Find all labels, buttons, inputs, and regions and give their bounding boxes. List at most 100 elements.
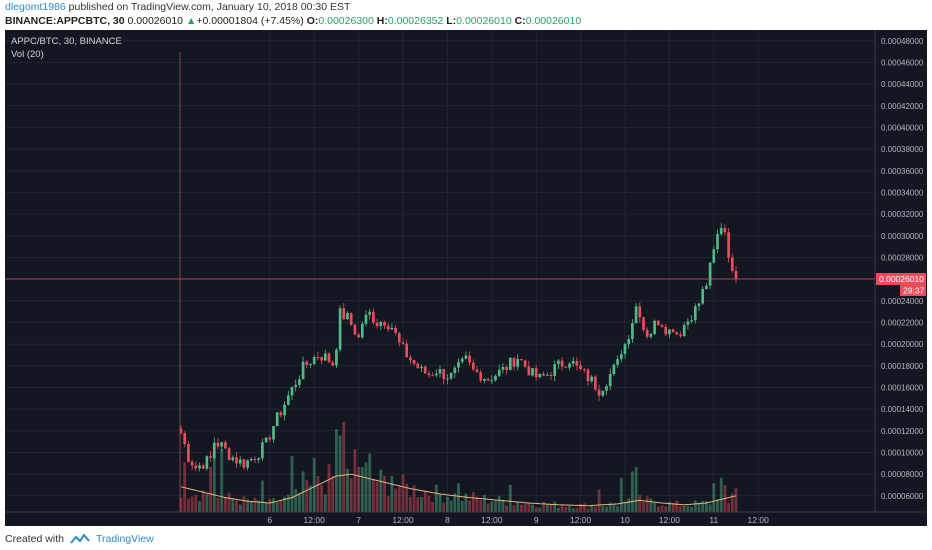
volume-bar [527,502,531,512]
volume-bar [708,504,712,512]
volume-bar [394,488,398,512]
candle-body [668,329,671,335]
y-tick-label: 0.00020000 [881,340,924,349]
y-tick-label: 0.00006000 [881,492,924,501]
volume-bar [257,500,261,512]
volume-bar [286,494,290,512]
open-label: O: [306,15,319,27]
volume-bar [275,502,279,512]
volume-bar [601,505,605,512]
close-label: C: [514,15,526,27]
x-axis-ticks[interactable]: 6 12:00 7 12:00 8 12:00 9 12:00 10 12:00 11 12:00 [267,515,769,525]
candle-body [412,360,416,364]
candle-body [649,333,653,337]
volume-bar [323,494,327,512]
candle-body [290,386,294,396]
candle-body [286,395,290,405]
y-tick-label: 0.00014000 [881,405,924,414]
volume-bar [442,502,446,512]
volume-bar [645,496,649,512]
candle-body [212,442,216,458]
volume-bar [597,489,601,512]
x-tick-label[interactable]: 12:00 [570,515,592,525]
candle-body [249,459,253,461]
x-tick-label[interactable]: 12:00 [748,515,770,525]
volume-bar [186,498,190,512]
y-axis-panel[interactable] [875,30,927,512]
candle-body [616,359,619,365]
volume-bar [353,449,357,512]
volume-bar [494,500,497,512]
author-link[interactable]: dlegomt1986 [5,1,66,13]
candle-body [712,249,716,263]
candle-body [549,374,553,377]
volume-bar [612,504,616,512]
candle-body [224,442,227,449]
y-tick-label: 0.00040000 [881,123,924,132]
volume-bar [379,469,383,512]
volume-bar [316,476,320,512]
volume-bar [320,484,324,512]
price-chart[interactable]: 0.00048000 0.00046000 0.00044000 0.00042000… [5,30,927,526]
candle-body [179,428,183,434]
price-change: +0.00001804 (+7.45%) [196,15,304,27]
candle-body [379,322,383,327]
volume-ma-line [180,473,737,507]
x-tick-label[interactable]: 11 [709,515,718,525]
volume-bar [294,489,298,512]
x-tick-label[interactable]: 9 [534,515,539,525]
volume-bar [471,492,475,512]
volume-bar [519,504,523,512]
volume-bar [190,496,194,512]
volume-bar [408,496,412,512]
candle-body [383,322,386,326]
volume-bar [586,508,590,512]
volume-bar [653,502,657,512]
volume-bar [623,501,627,512]
volume-bar [630,471,634,512]
candle-body [183,433,187,445]
candle-body [416,363,420,369]
volume-bar [608,502,612,512]
volume-bar [568,505,571,512]
x-tick-label[interactable]: 12:00 [659,515,681,525]
volume-bar [223,497,227,512]
price-tag-value: 0.00026010 [879,274,924,284]
x-tick-label[interactable]: 7 [356,515,361,525]
close-value: 0.00026010 [525,15,582,27]
x-tick-label[interactable]: 10 [620,515,630,525]
chart-area[interactable]: 0.00048000 0.00046000 0.00044000 0.00042000… [5,30,927,526]
x-tick-label[interactable]: 12:00 [304,515,326,525]
volume-bar [268,498,272,512]
volume-bar [656,506,660,512]
candle-body [453,367,457,374]
volume-bar [475,496,479,512]
volume-bar [242,496,246,512]
candle-body [349,313,353,325]
volume-bar [697,502,701,512]
low-value: 0.00026010 [456,15,512,27]
candle-body [460,358,464,362]
symbol-label: BINANCE:APPCBTC, 30 [5,15,125,27]
candle-body [471,362,475,370]
volume-bar [693,500,697,512]
x-tick-label[interactable]: 8 [445,515,450,525]
volume-bar [682,505,686,512]
candle-body [557,360,560,365]
candle-body [227,448,231,461]
volume-bar [734,488,738,512]
x-tick-label[interactable]: 12:00 [481,515,503,525]
volume-bar [327,464,331,512]
candle-body [275,412,279,427]
candle-body [457,361,460,368]
volume-bar [420,497,423,512]
candle-body [331,362,335,366]
candle-body [335,349,338,366]
volume-bar [490,501,494,512]
candle-body [190,461,194,466]
tradingview-link[interactable]: TradingView [95,533,154,545]
x-tick-label[interactable]: 6 [267,515,272,525]
volume-bar [231,498,235,512]
x-tick-label[interactable]: 12:00 [392,515,414,525]
volume-bar [390,476,394,512]
